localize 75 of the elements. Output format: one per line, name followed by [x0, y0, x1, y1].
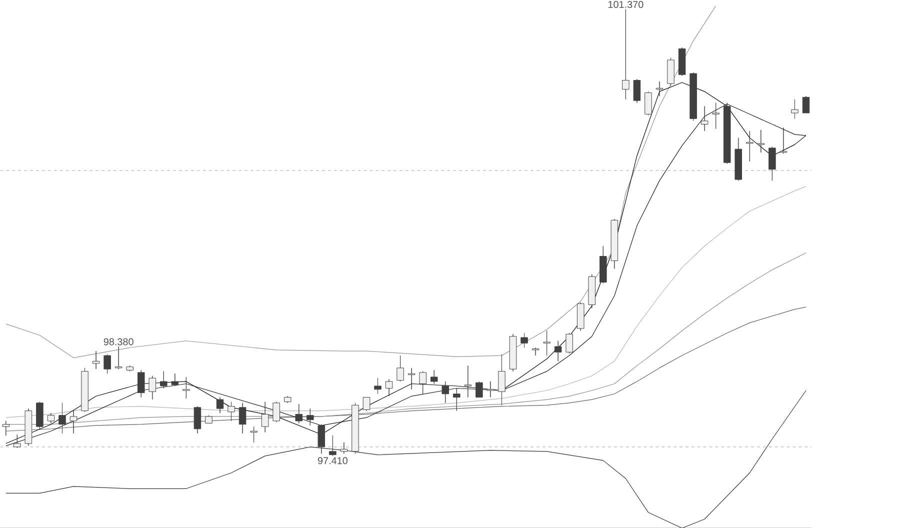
candlestick — [238, 402, 246, 434]
candlestick — [171, 373, 179, 386]
candlestick — [532, 347, 540, 356]
candlestick — [566, 332, 573, 354]
candlestick — [678, 47, 686, 76]
candlestick — [374, 378, 382, 394]
candlestick — [543, 330, 550, 356]
candlestick — [453, 388, 460, 411]
candlestick — [768, 146, 776, 181]
candlestick — [498, 354, 506, 406]
candlestick — [24, 408, 32, 446]
candlestick — [36, 401, 44, 429]
candlestick — [486, 381, 494, 398]
candlestick — [92, 350, 100, 370]
candlestick — [104, 354, 111, 374]
candlestick — [610, 218, 618, 269]
candlestick — [306, 408, 314, 426]
candlestick — [14, 434, 21, 448]
candlestick — [442, 381, 450, 403]
candlestick — [58, 402, 66, 434]
candlestick — [194, 406, 202, 434]
candlestick — [780, 127, 788, 154]
candlestick — [2, 420, 10, 436]
candlestick — [644, 91, 652, 116]
candlestick — [329, 435, 336, 456]
candlestick — [295, 404, 303, 424]
candlestick — [600, 246, 607, 284]
candlestick — [622, 8, 630, 100]
candlestick — [690, 72, 697, 121]
candlestick — [126, 365, 134, 372]
candlestick — [228, 401, 235, 421]
candlestick — [352, 402, 359, 454]
candlestick — [656, 80, 664, 96]
candlestick — [723, 102, 731, 164]
candlestick — [182, 376, 190, 398]
candlestick — [340, 442, 348, 454]
candlestick — [757, 129, 765, 153]
candlestick — [261, 401, 269, 432]
candlestick — [362, 396, 370, 411]
candlestick — [318, 424, 326, 454]
candlestick — [284, 396, 292, 403]
candlestick — [734, 137, 742, 181]
candlestick — [464, 365, 472, 398]
candlestick — [554, 340, 562, 362]
candlestick — [588, 274, 596, 308]
annotation: 101.370 — [608, 0, 644, 8]
annotation: 98.380 — [104, 338, 134, 346]
candlestick — [160, 370, 168, 388]
candlestick — [114, 346, 122, 370]
candlestick — [396, 355, 404, 382]
candlestick — [419, 370, 426, 394]
candlestick — [633, 78, 641, 103]
candlestick — [148, 375, 156, 400]
candlestick — [47, 412, 55, 424]
candlestick — [802, 96, 810, 114]
candlestick — [476, 381, 483, 398]
candlestick — [385, 378, 393, 396]
candlestick — [746, 130, 754, 162]
candlestick — [205, 414, 212, 424]
candlestick — [700, 106, 708, 132]
candlestick — [250, 426, 258, 442]
candlestick — [70, 410, 78, 434]
candlestick — [667, 57, 674, 86]
candlestick — [408, 367, 416, 390]
candlestick — [216, 396, 224, 414]
candlestick — [509, 334, 517, 372]
candlestick — [430, 370, 438, 384]
candlestick — [576, 302, 584, 331]
candlestick — [81, 367, 88, 412]
candlestick — [272, 401, 280, 422]
candlestick — [712, 102, 720, 129]
candlestick — [137, 370, 145, 398]
annotation: 97.410 — [318, 456, 348, 464]
candlestick — [520, 332, 528, 348]
candlestick — [791, 98, 798, 119]
